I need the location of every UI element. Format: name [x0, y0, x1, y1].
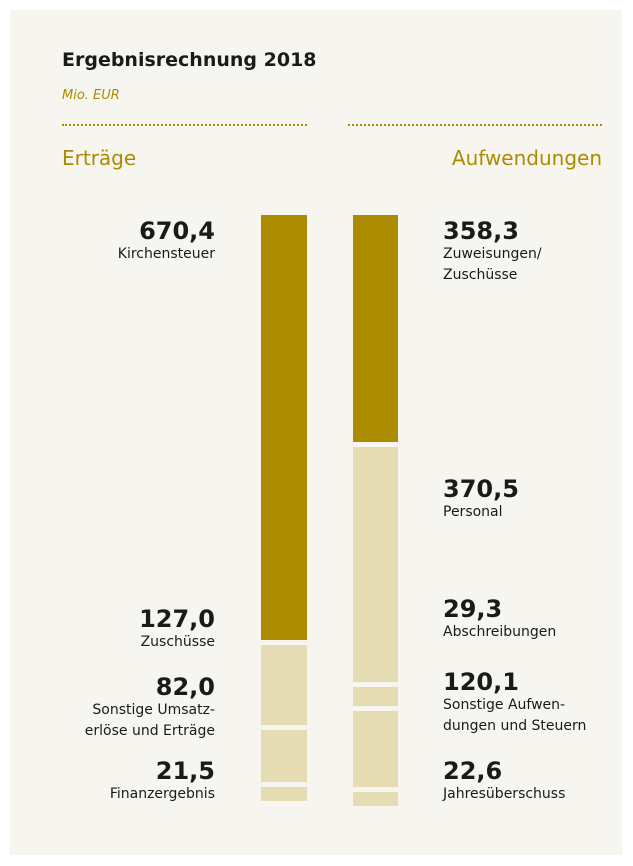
- segment-label: Abschreibungen: [443, 624, 557, 640]
- bar-segment: [353, 710, 398, 787]
- segment-label: Zuschüsse: [140, 634, 215, 650]
- divider: [62, 124, 307, 126]
- segment-label: Sonstige Aufwen- dungen und Steuern: [443, 697, 587, 734]
- segment-label: Finanzergebnis: [109, 786, 215, 802]
- bar-segment: [261, 730, 307, 783]
- bar-segment: [261, 644, 307, 726]
- chart-title: Ergebnisrechnung 2018: [62, 49, 317, 71]
- bar-segment: [261, 787, 307, 802]
- chart-subtitle: Mio. EUR: [62, 88, 120, 103]
- value-label: 21,5: [155, 757, 215, 785]
- segment-label: Zuweisungen/ Zuschüsse: [443, 246, 542, 283]
- value-label: 370,5: [443, 475, 519, 503]
- segment-label: Personal: [443, 504, 503, 520]
- card: [10, 10, 622, 855]
- value-label: 22,6: [443, 757, 503, 785]
- segment-label: Kirchensteuer: [117, 246, 215, 262]
- bar-segment: [353, 686, 398, 706]
- column-heading: Aufwendungen: [451, 146, 602, 170]
- value-label: 120,1: [443, 668, 519, 696]
- value-label: 82,0: [155, 673, 215, 701]
- bar-segment: [353, 447, 398, 682]
- value-label: 127,0: [139, 605, 215, 633]
- divider: [348, 124, 602, 126]
- bar-segment: [261, 215, 307, 640]
- bar-segment: [353, 215, 398, 443]
- value-label: 358,3: [443, 217, 519, 245]
- value-label: 670,4: [139, 217, 215, 245]
- value-label: 29,3: [443, 595, 503, 623]
- segment-label: Jahresüberschuss: [443, 786, 566, 802]
- segment-label: Sonstige Umsatz- erlöse und Erträge: [84, 702, 215, 739]
- column-heading: Erträge: [62, 146, 137, 170]
- bar-segment: [353, 791, 398, 806]
